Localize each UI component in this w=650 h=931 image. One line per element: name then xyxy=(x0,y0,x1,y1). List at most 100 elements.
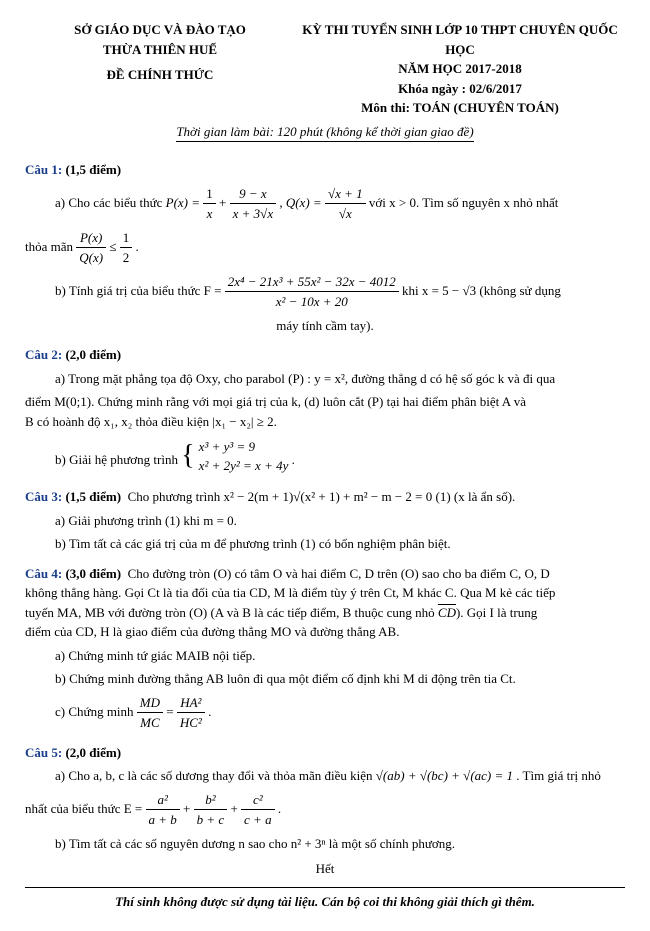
q4b: b) Chứng minh đường thẳng AB luôn đi qua… xyxy=(55,669,625,689)
sys2: x² + 2y² = x + 4y xyxy=(199,456,289,476)
q4-head: Câu 4: xyxy=(25,566,62,581)
question-2: Câu 2: (2,0 điểm) a) Trong mặt phẳng tọa… xyxy=(25,345,625,477)
q1-head: Câu 1: xyxy=(25,162,62,177)
q4-l4: điểm của CD, H là giao điểm của đường th… xyxy=(25,622,625,642)
header: SỞ GIÁO DỤC VÀ ĐÀO TẠO THỪA THIÊN HUẾ ĐỀ… xyxy=(25,20,625,118)
f: 9 − x xyxy=(230,184,276,205)
time-wrap: Thời gian làm bài: 120 phút (không kể th… xyxy=(25,118,625,151)
f: HA² xyxy=(177,693,205,714)
q3-intro: Cho phương trình x² − 2(m + 1)√(x² + 1) … xyxy=(128,489,516,504)
q1-Q: Q(x) = xyxy=(286,194,325,209)
f: b² xyxy=(194,790,228,811)
q5-pts: (2,0 điểm) xyxy=(65,745,121,760)
dot: . xyxy=(135,238,138,253)
q5a2: nhất của biểu thức E = a²a + b + b²b + c… xyxy=(25,790,625,830)
q2a2: điểm M(0;1). Chứng minh rằng với mọi giá… xyxy=(25,392,625,412)
question-5: Câu 5: (2,0 điểm) a) Cho a, b, c là các … xyxy=(25,743,625,854)
q3b: b) Tìm tất cả các giá trị của m để phươn… xyxy=(55,534,625,554)
f: x xyxy=(203,204,216,224)
abs: |x₁ − x₂| ≥ 2. xyxy=(212,414,277,429)
header-left: SỞ GIÁO DỤC VÀ ĐÀO TẠO THỪA THIÊN HUẾ ĐỀ… xyxy=(25,20,295,118)
cond: √(ab) + √(bc) + √(ac) = 1 xyxy=(376,768,513,783)
header-right: KỲ THI TUYỂN SINH LỚP 10 THPT CHUYÊN QUỐ… xyxy=(295,20,625,118)
q2-pts: (2,0 điểm) xyxy=(65,347,121,362)
dot: . xyxy=(278,800,281,815)
f: HC² xyxy=(177,713,205,733)
q2-head: Câu 2: xyxy=(25,347,62,362)
f: P(x) xyxy=(76,228,106,249)
brace-icon: { xyxy=(181,435,194,477)
f: x² − 10x + 20 xyxy=(225,292,399,312)
rel: ≤ xyxy=(109,238,119,253)
q4c: c) Chứng minh MDMC = HA²HC² . xyxy=(55,693,625,733)
f: b + c xyxy=(194,810,228,830)
f: a + b xyxy=(146,810,180,830)
q4-pts: (3,0 điểm) xyxy=(65,566,121,581)
f: 2 xyxy=(120,248,133,268)
q1b-line2: máy tính cầm tay). xyxy=(25,316,625,336)
f: Q(x) xyxy=(76,248,106,268)
f: √x + 1 xyxy=(325,184,366,205)
t: tuyến MA, MB với đường tròn (O) (A và B … xyxy=(25,605,438,620)
q1-pts: (1,5 điểm) xyxy=(65,162,121,177)
f: c + a xyxy=(241,810,275,830)
f: c² xyxy=(241,790,275,811)
het: Hết xyxy=(25,859,625,879)
t: c) Chứng minh xyxy=(55,703,137,718)
q2b: b) Giải hệ phương trình { x³ + y³ = 9 x²… xyxy=(55,435,625,477)
question-3: Câu 3: (1,5 điểm) Cho phương trình x² − … xyxy=(25,487,625,554)
exam-title: KỲ THI TUYỂN SINH LỚP 10 THPT CHUYÊN QUỐ… xyxy=(295,20,625,59)
t: B có hoành độ x₁, x₂ thỏa điều kiện xyxy=(25,414,212,429)
arc: CD xyxy=(438,605,456,620)
t: thỏa mãn xyxy=(25,238,76,253)
dot: . xyxy=(292,452,295,467)
q4a: a) Chứng minh tứ giác MAIB nội tiếp. xyxy=(55,646,625,666)
q1b: b) Tính giá trị của biểu thức F = 2x⁴ − … xyxy=(55,272,625,312)
t: b) Tính giá trị của biểu thức F = xyxy=(55,282,225,297)
question-1: Câu 1: (1,5 điểm) a) Cho các biểu thức P… xyxy=(25,160,625,335)
q2a3: B có hoành độ x₁, x₂ thỏa điều kiện |x₁ … xyxy=(25,412,625,432)
q3a: a) Giải phương trình (1) khi m = 0. xyxy=(55,511,625,531)
plus: + xyxy=(219,194,230,209)
q5b: b) Tìm tất cả các số nguyên dương n sao … xyxy=(55,834,625,854)
q1a-pre: a) Cho các biểu thức xyxy=(55,194,166,209)
q4-l1: Cho đường tròn (O) có tâm O và hai điểm … xyxy=(128,566,550,581)
date: Khóa ngày : 02/6/2017 xyxy=(295,79,625,99)
subject: Môn thi: TOÁN (CHUYÊN TOÁN) xyxy=(295,98,625,118)
year: NĂM HỌC 2017-2018 xyxy=(295,59,625,79)
q4-l2: không thẳng hàng. Gọi Ct là tia đối của … xyxy=(25,583,625,603)
q5-head: Câu 5: xyxy=(25,745,62,760)
dot: . xyxy=(208,703,211,718)
f: 1 xyxy=(120,228,133,249)
t: a) Cho a, b, c là các số dương thay đổi … xyxy=(55,768,376,783)
t: . Tìm giá trị nhỏ xyxy=(516,768,601,783)
f: 2x⁴ − 21x³ + 55x² − 32x − 4012 xyxy=(225,272,399,293)
time: Thời gian làm bài: 120 phút (không kể th… xyxy=(176,122,473,143)
eq: = xyxy=(166,703,177,718)
t: khi x = 5 − √3 (không sử dụng xyxy=(402,282,561,297)
t: nhất của biểu thức E = xyxy=(25,800,146,815)
q3-head: Câu 3: xyxy=(25,489,62,504)
f: 1 xyxy=(203,184,216,205)
question-4: Câu 4: (3,0 điểm) Cho đường tròn (O) có … xyxy=(25,564,625,733)
org-line2: THỪA THIÊN HUẾ xyxy=(25,40,295,60)
q1a-line2: thỏa mãn P(x)Q(x) ≤ 12 . xyxy=(25,228,625,268)
f: MD xyxy=(137,693,163,714)
f: x + 3√x xyxy=(230,204,276,224)
f: MC xyxy=(137,713,163,733)
q4-l3: tuyến MA, MB với đường tròn (O) (A và B … xyxy=(25,603,625,623)
q2a1: a) Trong mặt phẳng tọa độ Oxy, cho parab… xyxy=(55,369,625,389)
q5a1: a) Cho a, b, c là các số dương thay đổi … xyxy=(55,766,625,786)
p: + xyxy=(230,800,241,815)
t: b) Giải hệ phương trình xyxy=(55,452,181,467)
footer: Thí sinh không được sử dụng tài liệu. Cá… xyxy=(25,887,625,912)
sys1: x³ + y³ = 9 xyxy=(199,437,289,457)
org-line1: SỞ GIÁO DỤC VÀ ĐÀO TẠO xyxy=(25,20,295,40)
official: ĐỀ CHÍNH THỨC xyxy=(25,65,295,85)
q3-pts: (1,5 điểm) xyxy=(65,489,121,504)
q1a-tail: với x > 0. Tìm số nguyên x nhỏ nhất xyxy=(369,194,558,209)
q1-P: P(x) = xyxy=(166,194,204,209)
q1a: a) Cho các biểu thức P(x) = 1x + 9 − xx … xyxy=(55,184,625,224)
f: √x xyxy=(325,204,366,224)
f: a² xyxy=(146,790,180,811)
